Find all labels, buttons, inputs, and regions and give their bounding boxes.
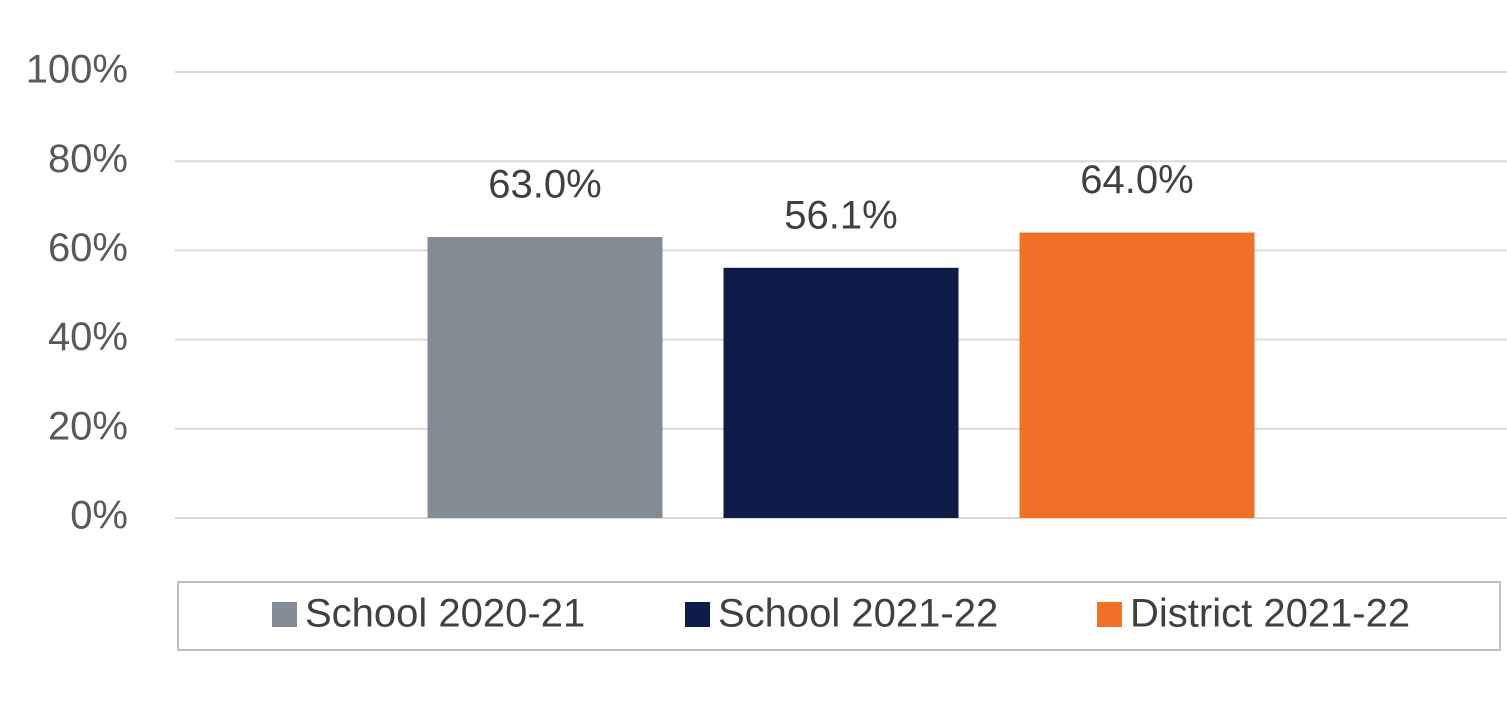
bar [723, 267, 959, 518]
data-label: 63.0% [488, 163, 601, 207]
legend-label: District 2021-22 [1130, 592, 1410, 636]
data-label: 64.0% [1080, 158, 1193, 202]
legend-swatch [685, 602, 710, 627]
legend-swatch [272, 602, 297, 627]
y-tick-label: 0% [70, 494, 128, 538]
data-label: 56.1% [784, 193, 897, 237]
y-tick-label: 60% [48, 226, 128, 270]
y-tick-label: 40% [48, 315, 128, 359]
y-tick-label: 20% [48, 404, 128, 448]
legend-label: School 2020-21 [305, 592, 585, 636]
y-tick-label: 80% [48, 137, 128, 181]
bar [1019, 232, 1255, 518]
bar [427, 237, 663, 518]
legend-label: School 2021-22 [718, 592, 998, 636]
y-tick-label: 100% [26, 48, 128, 92]
legend-swatch [1097, 602, 1122, 627]
legend-box [177, 581, 1501, 651]
